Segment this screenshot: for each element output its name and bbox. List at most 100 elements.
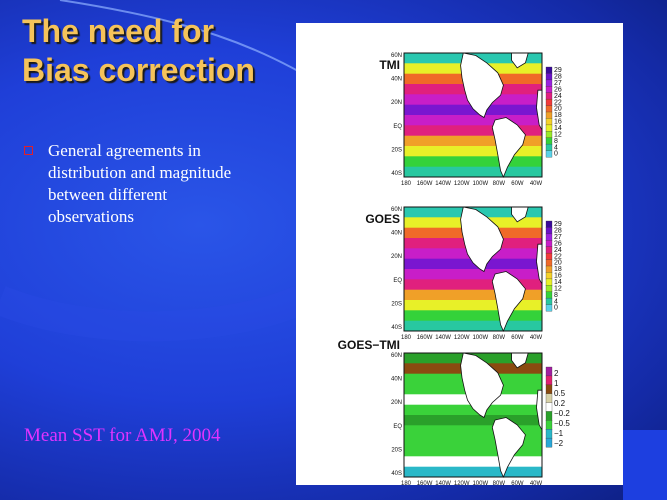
colorbar-swatch [545,124,553,132]
colorbar-swatch [545,304,553,312]
sst-band [404,156,542,168]
map-x-tick-label: 60W [511,335,524,341]
colorbar-swatch [545,137,553,145]
map-x-tick-label: 180 [401,481,412,485]
panel-label: GOES [365,212,400,226]
sst-band [404,166,542,178]
map-x-tick-label: 180 [401,181,412,187]
map-x-tick-label: 140W [435,335,451,341]
map-y-tick-label: EQ [393,278,402,284]
colorbar-swatch [545,278,553,286]
colorbar-swatch [545,227,553,235]
colorbar-tick-label: 14 [554,125,562,132]
africa-land [536,389,543,432]
sst-band [404,300,542,311]
map-y-tick-label: 20N [391,400,402,406]
sst-band [404,446,542,457]
colorbar-swatch [545,437,553,448]
map-y-tick-label: 40N [391,377,402,383]
map-x-tick-label: 80W [493,481,506,485]
map-y-tick-label: 40N [391,231,402,237]
colorbar-swatch [545,272,553,280]
sst-band [404,125,542,137]
map-y-tick-label: 60N [391,53,402,59]
colorbar-swatch [545,393,553,404]
map-x-tick-label: 140W [435,481,451,485]
south-america-land [491,271,526,333]
colorbar-tick-label: 16 [554,119,562,126]
colorbar-swatch [545,150,553,158]
map-y-tick-label: 60N [391,207,402,213]
map-border [403,352,543,478]
colorbar-tick-label: 1 [554,379,559,388]
colorbar-swatch [545,131,553,139]
map-x-tick-label: 100W [472,181,488,187]
colorbar-tick-label: 0.2 [554,399,566,408]
colorbar-swatch [545,265,553,273]
colorbar-swatch [545,86,553,94]
colorbar-swatch [545,79,553,87]
colorbar-tick-label: 0 [554,151,558,158]
colorbar-tick-label: 26 [554,240,562,247]
colorbar-tick-label: 0 [554,305,558,312]
map-y-tick-label: 20N [391,100,402,106]
colorbar-swatch [545,285,553,293]
colorbar-tick-label: 24 [554,93,562,100]
colorbar-tick-label: 4 [554,298,558,305]
sst-band [404,456,542,468]
colorbar-swatch [545,92,553,100]
sst-band [404,466,542,478]
colorbar-swatch [545,375,553,386]
colorbar-tick-label: −0.5 [554,419,570,428]
map-x-tick-label: 100W [472,481,488,485]
colorbar-swatch [545,233,553,241]
sst-band [404,310,542,322]
sst-band [404,425,542,437]
colorbar-swatch [545,297,553,305]
map-y-tick-label: 40S [391,325,402,331]
map-y-tick-label: EQ [393,124,402,130]
colorbar-swatch [545,402,553,412]
map-x-tick-label: 120W [454,335,470,341]
map-x-tick-label: 120W [454,481,470,485]
sst-band [404,320,542,332]
map-y-tick-label: 40S [391,471,402,477]
map-x-tick-label: 160W [417,481,433,485]
colorbar-swatch [545,291,553,299]
colorbar-swatch [545,220,553,228]
colorbar-tick-label: 0.5 [554,389,566,398]
panel-label: TMI [379,58,400,72]
colorbar-tick-label: 28 [554,74,562,81]
map-x-tick-label: 100W [472,335,488,341]
map-x-tick-label: 40W [530,335,543,341]
sst-band [404,415,542,426]
sst-band [404,289,542,301]
map-x-tick-label: 40W [530,481,543,485]
sst-band [404,279,542,291]
colorbar-tick-label: 22 [554,253,562,260]
colorbar-swatch [545,246,553,254]
decorative-corner-block [623,430,667,500]
north-america-land [460,52,504,119]
colorbar-swatch [545,411,553,421]
map-border [403,52,543,178]
colorbar-tick-label: 20 [554,260,562,267]
sst-band [404,435,542,447]
colorbar-tick-label: 20 [554,106,562,113]
africa-land [536,243,543,286]
north-america-land [460,206,504,273]
map-x-tick-label: 160W [417,181,433,187]
map-x-tick-label: 40W [530,181,543,187]
colorbar-tick-label: 8 [554,138,558,145]
map-y-tick-label: 40N [391,77,402,83]
colorbar-tick-label: 27 [554,80,562,87]
colorbar-tick-label: 12 [554,285,562,292]
colorbar-swatch [545,240,553,248]
map-y-tick-label: 60N [391,353,402,359]
map-x-tick-label: 80W [493,335,506,341]
colorbar-swatch [545,259,553,267]
colorbar-tick-label: 18 [554,266,562,273]
map-border [403,206,543,332]
map-x-tick-label: 120W [454,181,470,187]
